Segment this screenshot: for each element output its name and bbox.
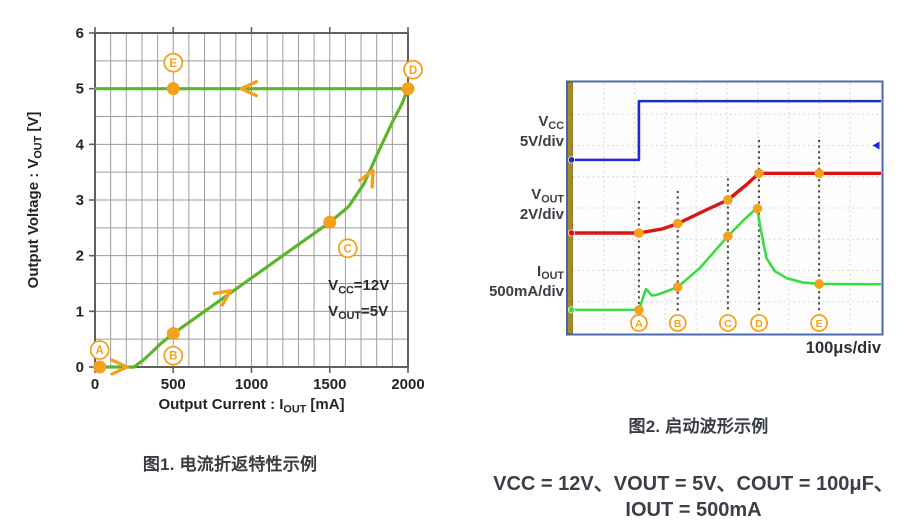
x-tick-label: 2000 — [391, 376, 424, 393]
chart-element: V — [538, 113, 548, 130]
point-label-D-letter: D — [409, 65, 417, 77]
channel-scale-vcc: 5V/div — [520, 133, 565, 150]
condition-annotation-line1: VCC=12V — [328, 277, 389, 296]
test-conditions: VCC = 12V、VOUT = 5V、COUT = 100μF、 IOUT =… — [468, 471, 919, 523]
point-label-B — [163, 345, 184, 366]
data-point-C — [323, 215, 337, 229]
event-dot-A — [634, 305, 644, 315]
event-label-D-letter: D — [755, 318, 763, 330]
chart-element: CC — [338, 284, 354, 296]
trace-vout — [573, 171, 881, 235]
event-label-E-letter: E — [816, 318, 823, 330]
point-label-C — [337, 238, 358, 259]
channel-scale-iout: 500mA/div — [490, 283, 565, 300]
event-dot-D — [752, 203, 763, 214]
event-dot-C — [723, 195, 733, 205]
test-conditions-line1: VCC = 12V、VOUT = 5V、COUT = 100μF、 — [493, 473, 894, 495]
y-tick-label: 2 — [76, 248, 84, 265]
chart-element: =12V — [354, 277, 389, 294]
y-tick-label: 5 — [76, 81, 84, 98]
point-label-A — [89, 340, 110, 360]
point-label-D — [403, 59, 423, 80]
event-dot-B — [672, 218, 683, 229]
direction-arrow-3 — [358, 168, 375, 189]
point-label-B-letter: B — [169, 351, 177, 363]
x-axis-label: Output Current : IOUT [mA] — [158, 396, 344, 415]
y-axis-label: Output Voltage : VOUT [V] — [25, 112, 44, 289]
direction-arrow-4 — [239, 79, 259, 98]
channel-label-iout: IOUT — [537, 263, 564, 282]
event-dot-E — [814, 168, 824, 179]
chart-element: CC — [548, 120, 564, 132]
event-dot-E — [814, 279, 824, 289]
chart-element: I — [537, 263, 541, 280]
event-label-E — [810, 314, 828, 332]
x-tick-label: 0 — [91, 376, 99, 393]
test-conditions-line2: IOUT = 500mA — [625, 499, 762, 521]
x-tick-label: 500 — [161, 376, 186, 393]
foldback-curve — [93, 87, 410, 369]
chart-element: V — [328, 277, 338, 294]
figure1-caption: 图1. 电流折返特性示例 — [142, 455, 318, 474]
chart-element: V — [531, 186, 541, 203]
chart-element: Output Current : I — [158, 396, 283, 413]
chart-element: Output Voltage : V — [25, 159, 42, 289]
chart-element: OUT — [541, 270, 564, 282]
condition-annotation-line2: VOUT=5V — [328, 303, 388, 322]
event-label-B-letter: B — [674, 318, 682, 330]
channel-marker-vcc — [567, 156, 576, 164]
channel-label-vcc: VCC — [538, 113, 564, 132]
event-label-B — [668, 314, 687, 332]
chart-element: [mA] — [306, 396, 344, 413]
y-tick-label: 1 — [76, 303, 84, 320]
event-label-C-letter: C — [724, 318, 732, 330]
event-dot-B — [672, 282, 683, 292]
event-label-A-letter: A — [635, 318, 643, 330]
direction-arrow-1 — [110, 358, 129, 376]
point-label-A-letter: A — [96, 345, 104, 357]
chart-element: OUT — [541, 193, 564, 205]
chart-element: =5V — [361, 303, 388, 320]
scope-frame — [566, 80, 884, 336]
event-label-A — [630, 314, 648, 332]
chart-element: OUT — [338, 310, 361, 322]
data-point-D — [401, 82, 415, 96]
event-dot-D — [754, 168, 764, 179]
trigger-mark-icon — [872, 141, 880, 150]
data-point-E — [166, 82, 180, 96]
event-label-C — [719, 314, 737, 332]
x-tick-label: 1500 — [313, 376, 346, 393]
y-tick-label: 3 — [76, 192, 84, 209]
point-label-E-letter: E — [169, 58, 177, 70]
channel-marker-vout — [567, 229, 576, 237]
event-label-D — [750, 314, 768, 332]
y-tick-label: 0 — [76, 359, 84, 376]
direction-arrow-2 — [212, 288, 233, 307]
data-point-A — [93, 360, 107, 374]
data-point-B — [166, 327, 180, 341]
channel-scale-vout: 2V/div — [520, 206, 565, 223]
point-label-C-letter: C — [344, 243, 352, 255]
x-tick-label: 1000 — [235, 376, 268, 393]
channel-marker-iout — [567, 306, 576, 314]
chart-element: [V] — [25, 112, 42, 136]
trace-iout — [573, 206, 882, 312]
chart-element: OUT — [32, 135, 44, 158]
axis-ticks — [89, 27, 409, 373]
event-dot-C — [723, 231, 733, 241]
y-tick-label: 6 — [76, 25, 84, 42]
figure2-caption: 图2. 启动波形示例 — [628, 417, 769, 436]
chart-element: OUT — [283, 403, 306, 415]
event-dot-A — [634, 228, 644, 238]
point-label-E — [163, 52, 184, 73]
timebase-label: 100μs/div — [806, 339, 882, 357]
trace-vcc — [573, 99, 881, 162]
y-tick-label: 4 — [76, 136, 85, 153]
channel-label-vout: VOUT — [531, 186, 564, 205]
chart-element: V — [328, 303, 338, 320]
scope-left-bar — [567, 82, 573, 334]
